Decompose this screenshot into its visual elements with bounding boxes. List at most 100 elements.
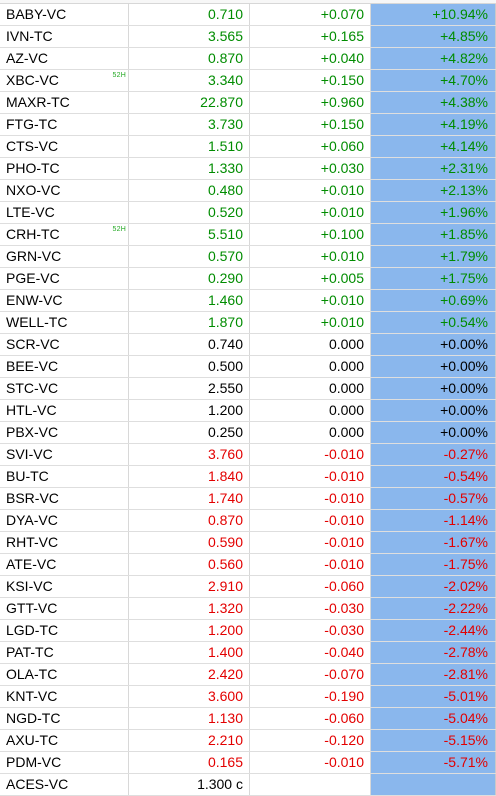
symbol-cell[interactable]: MAXR-TC: [0, 92, 129, 113]
symbol-text: SCR-VC: [6, 336, 60, 352]
table-row[interactable]: IVN-TC 3.565 +0.165 +4.85%: [0, 26, 496, 48]
symbol-cell[interactable]: BU-TC: [0, 466, 129, 487]
percent-change-cell: -2.78%: [371, 642, 496, 663]
symbol-cell[interactable]: NGD-TC: [0, 708, 129, 729]
last-price-cell: 1.330: [129, 158, 250, 179]
symbol-cell[interactable]: AXU-TC: [0, 730, 129, 751]
symbol-cell[interactable]: ACES-VC: [0, 774, 129, 795]
symbol-cell[interactable]: RHT-VC: [0, 532, 129, 553]
table-row[interactable]: BSR-VC 1.740 -0.010 -0.57%: [0, 488, 496, 510]
table-row[interactable]: FTG-TC 3.730 +0.150 +4.19%: [0, 114, 496, 136]
symbol-cell[interactable]: PDM-VC: [0, 752, 129, 773]
table-row[interactable]: GTT-VC 1.320 -0.030 -2.22%: [0, 598, 496, 620]
percent-change-cell: +0.00%: [371, 400, 496, 421]
table-row[interactable]: BU-TC 1.840 -0.010 -0.54%: [0, 466, 496, 488]
table-row[interactable]: WELL-TC 1.870 +0.010 +0.54%: [0, 312, 496, 334]
symbol-text: FTG-TC: [6, 116, 58, 132]
symbol-cell[interactable]: OLA-TC: [0, 664, 129, 685]
last-price-cell: 22.870: [129, 92, 250, 113]
table-row[interactable]: KNT-VC 3.600 -0.190 -5.01%: [0, 686, 496, 708]
table-row[interactable]: BABY-VC 0.710 +0.070 +10.94%: [0, 4, 496, 26]
table-row[interactable]: HTL-VC 1.200 0.000 +0.00%: [0, 400, 496, 422]
price-change-cell: -0.060: [250, 708, 371, 729]
table-row[interactable]: ATE-VC 0.560 -0.010 -1.75%: [0, 554, 496, 576]
symbol-cell[interactable]: KSI-VC: [0, 576, 129, 597]
symbol-cell[interactable]: DYA-VC: [0, 510, 129, 531]
table-row[interactable]: NGD-TC 1.130 -0.060 -5.04%: [0, 708, 496, 730]
table-row[interactable]: PBX-VC 0.250 0.000 +0.00%: [0, 422, 496, 444]
table-row[interactable]: PDM-VC 0.165 -0.010 -5.71%: [0, 752, 496, 774]
table-row[interactable]: LGD-TC 1.200 -0.030 -2.44%: [0, 620, 496, 642]
percent-change-cell: -1.14%: [371, 510, 496, 531]
table-row[interactable]: PHO-TC 1.330 +0.030 +2.31%: [0, 158, 496, 180]
symbol-cell[interactable]: STC-VC: [0, 378, 129, 399]
price-change-cell: -0.010: [250, 466, 371, 487]
table-row[interactable]: BEE-VC 0.500 0.000 +0.00%: [0, 356, 496, 378]
price-change-cell: +0.100: [250, 224, 371, 245]
symbol-text: LGD-TC: [6, 622, 59, 638]
last-price-cell: 1.870: [129, 312, 250, 333]
table-row[interactable]: AZ-VC 0.870 +0.040 +4.82%: [0, 48, 496, 70]
symbol-text: PAT-TC: [6, 644, 54, 660]
symbol-cell[interactable]: CTS-VC: [0, 136, 129, 157]
symbol-cell[interactable]: PBX-VC: [0, 422, 129, 443]
symbol-cell[interactable]: PHO-TC: [0, 158, 129, 179]
table-row[interactable]: ACES-VC 1.300 c: [0, 774, 496, 796]
symbol-cell[interactable]: WELL-TC: [0, 312, 129, 333]
price-change-cell: [250, 774, 371, 795]
table-row[interactable]: MAXR-TC 22.870 +0.960 +4.38%: [0, 92, 496, 114]
symbol-cell[interactable]: SVI-VC: [0, 444, 129, 465]
price-change-cell: +0.070: [250, 4, 371, 25]
symbol-cell[interactable]: CRH-TC 52H: [0, 224, 129, 245]
table-row[interactable]: OLA-TC 2.420 -0.070 -2.81%: [0, 664, 496, 686]
symbol-cell[interactable]: HTL-VC: [0, 400, 129, 421]
table-row[interactable]: RHT-VC 0.590 -0.010 -1.67%: [0, 532, 496, 554]
symbol-cell[interactable]: BEE-VC: [0, 356, 129, 377]
symbol-cell[interactable]: LGD-TC: [0, 620, 129, 641]
table-row[interactable]: NXO-VC 0.480 +0.010 +2.13%: [0, 180, 496, 202]
table-row[interactable]: CRH-TC 52H 5.510 +0.100 +1.85%: [0, 224, 496, 246]
symbol-cell[interactable]: PAT-TC: [0, 642, 129, 663]
symbol-text: ACES-VC: [6, 776, 69, 792]
last-price-cell: 0.500: [129, 356, 250, 377]
table-row[interactable]: SCR-VC 0.740 0.000 +0.00%: [0, 334, 496, 356]
table-row[interactable]: STC-VC 2.550 0.000 +0.00%: [0, 378, 496, 400]
percent-change-cell: +2.13%: [371, 180, 496, 201]
percent-change-cell: +0.00%: [371, 334, 496, 355]
table-row[interactable]: ENW-VC 1.460 +0.010 +0.69%: [0, 290, 496, 312]
last-price-cell: 0.870: [129, 510, 250, 531]
symbol-cell[interactable]: SCR-VC: [0, 334, 129, 355]
last-price-cell: 3.760: [129, 444, 250, 465]
symbol-cell[interactable]: LTE-VC: [0, 202, 129, 223]
symbol-cell[interactable]: AZ-VC: [0, 48, 129, 69]
table-row[interactable]: PGE-VC 0.290 +0.005 +1.75%: [0, 268, 496, 290]
symbol-cell[interactable]: BSR-VC: [0, 488, 129, 509]
table-row[interactable]: XBC-VC 52H 3.340 +0.150 +4.70%: [0, 70, 496, 92]
symbol-cell[interactable]: XBC-VC 52H: [0, 70, 129, 91]
symbol-cell[interactable]: BABY-VC: [0, 4, 129, 25]
symbol-cell[interactable]: GRN-VC: [0, 246, 129, 267]
last-price-cell: 0.165: [129, 752, 250, 773]
price-change-cell: -0.010: [250, 444, 371, 465]
table-row[interactable]: GRN-VC 0.570 +0.010 +1.79%: [0, 246, 496, 268]
52-week-high-badge: 52H: [112, 226, 126, 233]
table-row[interactable]: DYA-VC 0.870 -0.010 -1.14%: [0, 510, 496, 532]
symbol-text: PDM-VC: [6, 754, 62, 770]
table-row[interactable]: AXU-TC 2.210 -0.120 -5.15%: [0, 730, 496, 752]
symbol-cell[interactable]: NXO-VC: [0, 180, 129, 201]
symbol-cell[interactable]: IVN-TC: [0, 26, 129, 47]
table-row[interactable]: KSI-VC 2.910 -0.060 -2.02%: [0, 576, 496, 598]
symbol-cell[interactable]: ATE-VC: [0, 554, 129, 575]
price-change-cell: +0.165: [250, 26, 371, 47]
table-row[interactable]: LTE-VC 0.520 +0.010 +1.96%: [0, 202, 496, 224]
symbol-cell[interactable]: PGE-VC: [0, 268, 129, 289]
symbol-cell[interactable]: FTG-TC: [0, 114, 129, 135]
symbol-cell[interactable]: KNT-VC: [0, 686, 129, 707]
symbol-cell[interactable]: GTT-VC: [0, 598, 129, 619]
table-row[interactable]: CTS-VC 1.510 +0.060 +4.14%: [0, 136, 496, 158]
symbol-text: HTL-VC: [6, 402, 57, 418]
symbol-cell[interactable]: ENW-VC: [0, 290, 129, 311]
table-row[interactable]: SVI-VC 3.760 -0.010 -0.27%: [0, 444, 496, 466]
table-row[interactable]: PAT-TC 1.400 -0.040 -2.78%: [0, 642, 496, 664]
